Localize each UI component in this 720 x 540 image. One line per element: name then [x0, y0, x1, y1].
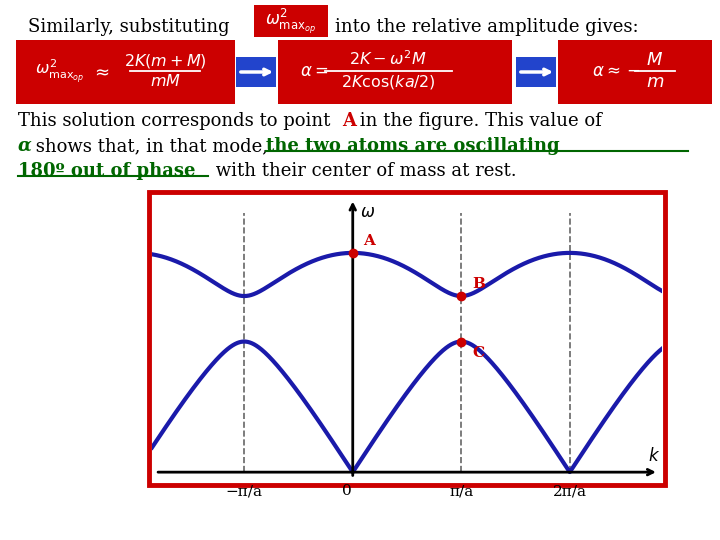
Text: $k$: $k$: [648, 447, 660, 465]
Text: $2K\cos(ka/2)$: $2K\cos(ka/2)$: [341, 73, 436, 91]
Text: $2K(m+M)$: $2K(m+M)$: [124, 52, 207, 70]
FancyBboxPatch shape: [236, 57, 276, 87]
FancyBboxPatch shape: [516, 57, 556, 87]
Text: п/a: п/a: [449, 484, 473, 498]
Text: A: A: [342, 112, 356, 130]
Text: $m$: $m$: [646, 73, 664, 91]
Text: into the relative amplitude gives:: into the relative amplitude gives:: [335, 18, 639, 36]
Text: $\alpha =$: $\alpha =$: [300, 63, 328, 79]
FancyBboxPatch shape: [16, 40, 235, 104]
Text: α: α: [18, 137, 32, 155]
Text: This solution corresponds to point: This solution corresponds to point: [18, 112, 336, 130]
FancyBboxPatch shape: [558, 40, 712, 104]
Text: $M$: $M$: [647, 51, 664, 69]
Text: shows that, in that mode,: shows that, in that mode,: [30, 137, 274, 155]
Text: B: B: [472, 277, 485, 291]
Text: $2K - \omega^2 M$: $2K - \omega^2 M$: [349, 51, 427, 69]
Text: $\omega^2_{\mathrm{max}_{op}}$: $\omega^2_{\mathrm{max}_{op}}$: [35, 57, 85, 85]
Text: $\approx$: $\approx$: [91, 62, 109, 80]
Text: 0: 0: [343, 484, 352, 498]
Text: 180º out of phase: 180º out of phase: [18, 162, 196, 180]
Text: $\omega$: $\omega$: [360, 204, 376, 221]
Text: −п/a: −п/a: [226, 484, 263, 498]
FancyBboxPatch shape: [254, 5, 328, 37]
Text: $mM$: $mM$: [150, 73, 181, 91]
Text: with their center of mass at rest.: with their center of mass at rest.: [210, 162, 517, 180]
Text: in the figure. This value of: in the figure. This value of: [354, 112, 602, 130]
Text: 2п/a: 2п/a: [553, 484, 587, 498]
Text: A: A: [364, 234, 375, 248]
Text: $\omega^2_{\mathrm{max}_{op}}$: $\omega^2_{\mathrm{max}_{op}}$: [266, 6, 317, 36]
Text: Similarly, substituting: Similarly, substituting: [28, 18, 230, 36]
Text: C: C: [472, 347, 485, 361]
Text: $\alpha \approx -$: $\alpha \approx -$: [592, 63, 641, 79]
Text: the two atoms are oscillating: the two atoms are oscillating: [266, 137, 559, 155]
Bar: [149, 192, 665, 485]
FancyBboxPatch shape: [278, 40, 512, 104]
